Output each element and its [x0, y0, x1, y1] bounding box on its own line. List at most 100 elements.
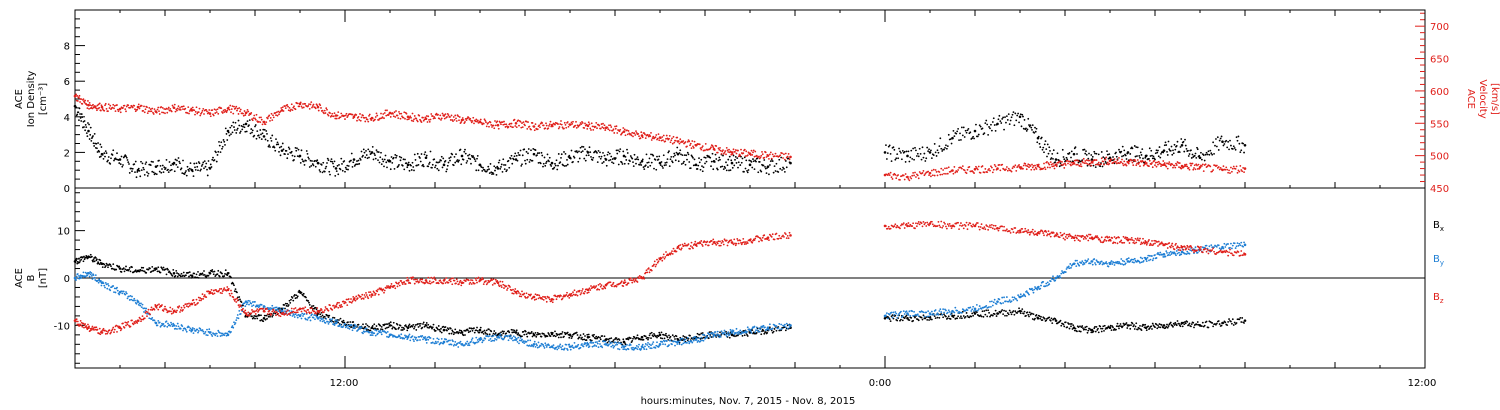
data-point [316, 105, 320, 109]
trace-dot [965, 172, 968, 175]
trace-dot [182, 271, 185, 274]
data-point [442, 114, 446, 117]
trace-dot [560, 348, 563, 351]
trace-dot [149, 110, 151, 113]
trace-dot [441, 166, 444, 169]
trace-dot [193, 272, 196, 275]
trace-dot [103, 152, 106, 155]
trace-dot [1211, 322, 1214, 324]
trace-dot [203, 273, 206, 276]
data-point [906, 316, 909, 320]
trace-dot [189, 327, 192, 330]
trace-dot [1085, 153, 1088, 156]
trace-dot [317, 317, 320, 320]
trace-dot [518, 154, 521, 157]
trace-dot [519, 149, 522, 152]
trace-dot [264, 138, 267, 141]
trace-dot [164, 268, 167, 271]
trace-dot [398, 326, 400, 329]
trace-dot [916, 174, 919, 177]
trace-dot [557, 336, 560, 339]
trace-dot [406, 329, 409, 332]
trace-dot [524, 330, 527, 333]
trace-dot [477, 340, 480, 343]
trace-dot [1154, 152, 1157, 155]
trace-dot [217, 329, 220, 332]
trace-dot [654, 158, 657, 161]
trace-dot [162, 266, 165, 269]
trace-dot [589, 341, 592, 344]
trace-dot [1019, 312, 1022, 315]
trace-dot [984, 313, 987, 316]
trace-dot [411, 325, 414, 328]
trace-dot [451, 329, 454, 332]
trace-dot [977, 133, 980, 136]
trace-dot [220, 332, 223, 335]
trace-dot [1241, 317, 1244, 319]
trace-dot [512, 339, 514, 342]
trace-dot [150, 270, 153, 273]
trace-dot [208, 328, 211, 331]
trace-dot [508, 331, 511, 334]
trace-dot [1033, 168, 1036, 171]
trace-dot [239, 108, 242, 111]
trace-dot [647, 166, 649, 168]
trace-dot [912, 172, 915, 174]
trace-dot [323, 109, 326, 112]
trace-dot [231, 325, 234, 327]
trace-dot [953, 166, 956, 168]
trace-dot [1235, 136, 1238, 139]
trace-dot [250, 302, 253, 305]
trace-dot [719, 149, 722, 152]
trace-dot [1120, 150, 1123, 153]
trace-dot [223, 140, 226, 143]
trace-dot [711, 152, 714, 155]
trace-dot [1172, 325, 1174, 328]
trace-dot [416, 323, 419, 325]
trace-dot [487, 165, 490, 168]
trace-dot [1025, 168, 1028, 171]
trace-dot [421, 334, 424, 337]
trace-dot [557, 333, 559, 336]
trace-dot [635, 131, 638, 134]
trace-dot [238, 124, 241, 127]
trace-dot [1031, 163, 1033, 166]
trace-dot [365, 323, 367, 325]
trace-dot [641, 158, 644, 161]
trace-dot [1079, 325, 1081, 328]
trace-dot [492, 334, 495, 337]
trace-dot [617, 149, 619, 152]
trace-dot [768, 164, 771, 166]
trace-dot [1039, 146, 1042, 148]
trace-dot [1130, 159, 1133, 162]
trace-dot [79, 260, 81, 262]
data-point [730, 151, 734, 154]
trace-dot [588, 336, 591, 338]
trace-dot [1179, 146, 1182, 148]
trace-dot [139, 304, 142, 307]
trace-dot [180, 272, 183, 275]
trace-dot [493, 330, 496, 332]
trace-dot [356, 119, 358, 122]
trace-dot [1050, 163, 1053, 166]
trace-dot [395, 156, 397, 159]
trace-dot [406, 338, 409, 341]
trace-dot [258, 305, 261, 307]
trace-dot [308, 301, 310, 304]
trace-dot [1155, 149, 1158, 152]
trace-dot [712, 146, 715, 149]
trace-dot [314, 165, 317, 168]
trace-dot [248, 124, 250, 127]
trace-dot [650, 131, 652, 134]
trace-dot [371, 324, 374, 327]
trace-dot [207, 274, 210, 277]
trace-dot [1088, 163, 1090, 166]
trace-dot [1074, 327, 1077, 330]
trace-dot [1050, 317, 1053, 320]
trace-dot [994, 309, 997, 312]
trace-dot [655, 134, 658, 136]
trace-dot [1103, 329, 1105, 332]
trace-dot [947, 133, 950, 136]
trace-dot [413, 326, 416, 328]
trace-dot [88, 107, 90, 110]
